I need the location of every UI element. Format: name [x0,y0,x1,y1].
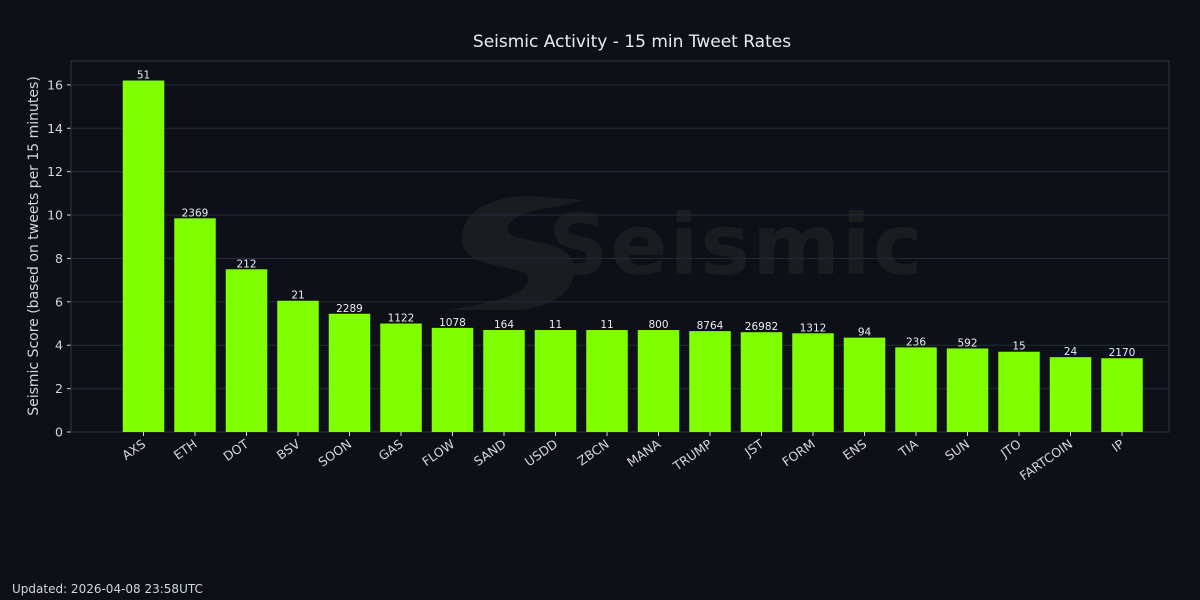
y-tick-label: 2 [55,381,63,396]
y-tick-label: 14 [47,121,63,136]
y-tick-label: 0 [55,425,63,440]
data-label-ip: 2170 [1109,347,1136,359]
data-label-dot: 212 [236,258,256,270]
data-label-mana: 800 [648,319,668,331]
y-tick-label: 6 [55,294,63,309]
data-label-axs: 51 [137,70,150,82]
data-label-form: 1312 [800,322,827,334]
data-label-jst: 26982 [745,321,778,333]
bar-eth [174,218,216,432]
data-label-flow: 1078 [439,317,466,329]
data-label-sand: 164 [494,319,514,331]
watermark: Seismic [448,196,924,310]
data-label-soon: 2289 [336,303,363,315]
seismic-logo-icon [448,196,584,310]
y-axis-ticks: 0 2 4 6 8 10 12 14 16 [47,77,71,440]
y-tick-label: 8 [55,251,63,266]
bar-axs [122,80,165,433]
y-tick-label: 4 [55,338,63,353]
bar-form [792,333,834,432]
bar-tia [895,347,937,432]
bar-ens [843,337,886,432]
bar-bsv [277,300,319,432]
bar-zbcn [586,330,628,432]
bar-jto [998,351,1040,432]
bar-gas [380,323,422,432]
data-label-usdd: 11 [549,319,562,331]
data-label-ens: 94 [858,327,872,339]
bar-ip [1101,358,1143,432]
bar-sand [483,330,525,432]
y-tick-label: 12 [47,164,63,179]
data-label-fartcoin: 24 [1064,346,1078,358]
chart-title: Seismic Activity - 15 min Tweet Rates [473,32,791,52]
bar-jst [740,332,783,432]
data-label-sun: 592 [957,337,977,349]
bar-series [122,80,1143,433]
data-label-trump: 8764 [697,320,724,332]
bar-trump [689,331,731,432]
bar-mana [637,330,680,432]
bar-dot [225,269,268,432]
data-label-tia: 236 [906,336,926,348]
bar-usdd [534,330,577,432]
y-tick-label: 16 [47,77,63,92]
data-label-bsv: 21 [291,290,304,302]
watermark-text: Seismic [548,196,924,294]
y-tick-label: 10 [47,208,63,223]
bar-sun [946,348,989,432]
data-label-jto: 15 [1012,341,1025,353]
updated-timestamp: Updated: 2026-04-08 23:58UTC [12,582,203,596]
bar-soon [328,313,371,432]
data-label-zbcn: 11 [600,319,613,331]
data-label-gas: 1122 [388,313,415,325]
bar-fartcoin [1049,357,1092,432]
bar-flow [431,327,474,432]
y-axis-label: Seismic Score (based on tweets per 15 mi… [26,76,42,416]
data-labels: 51 2369 212 21 2289 1122 1078 164 11 11 800 8764 269… [137,70,1136,360]
data-label-eth: 2369 [182,207,209,219]
